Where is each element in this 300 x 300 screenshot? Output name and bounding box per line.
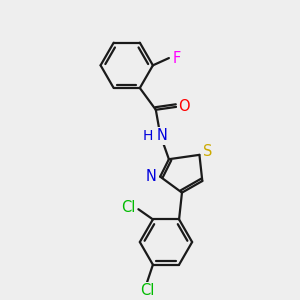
Text: S: S — [203, 144, 213, 159]
Text: O: O — [178, 99, 190, 114]
Text: F: F — [173, 51, 181, 66]
Text: N: N — [146, 169, 157, 184]
Text: H: H — [143, 129, 153, 143]
Text: N: N — [156, 128, 167, 143]
Text: Cl: Cl — [140, 284, 154, 298]
Text: Cl: Cl — [121, 200, 135, 215]
